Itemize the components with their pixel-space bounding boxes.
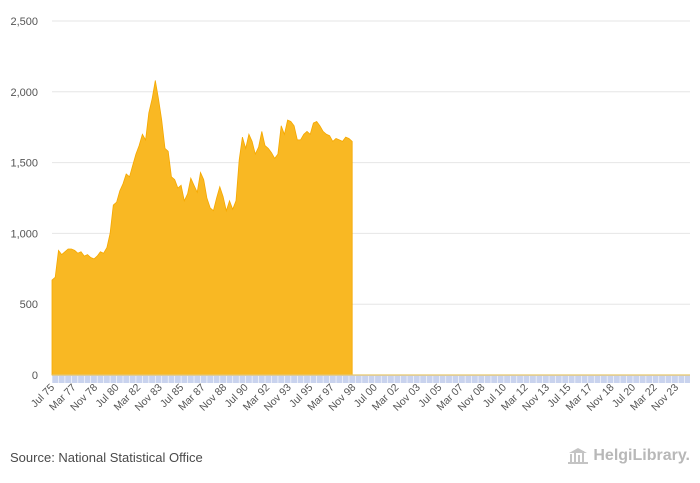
area-series <box>51 80 353 376</box>
source-label: Source: National Statistical Office <box>10 450 203 465</box>
area-fill <box>51 80 353 376</box>
x-axis-strip <box>51 374 690 383</box>
brand-label: HelgiLibrary. <box>593 447 690 464</box>
y-tick-label: 1,000 <box>10 228 38 240</box>
axis-band <box>52 375 690 383</box>
y-tick-label: 1,500 <box>10 158 38 170</box>
footer: Source: National Statistical Office Helg… <box>0 444 700 474</box>
y-tick-label: 500 <box>20 299 38 311</box>
y-tick-label: 0 <box>32 370 38 382</box>
y-tick-label: 2,000 <box>10 87 38 99</box>
y-tick-label: 2,500 <box>10 16 38 28</box>
library-building-icon <box>568 448 589 464</box>
brand-logo[interactable]: HelgiLibrary. <box>567 446 690 466</box>
y-axis-ticks: 0 500 1,000 1,500 2,000 2,500 <box>10 16 38 382</box>
